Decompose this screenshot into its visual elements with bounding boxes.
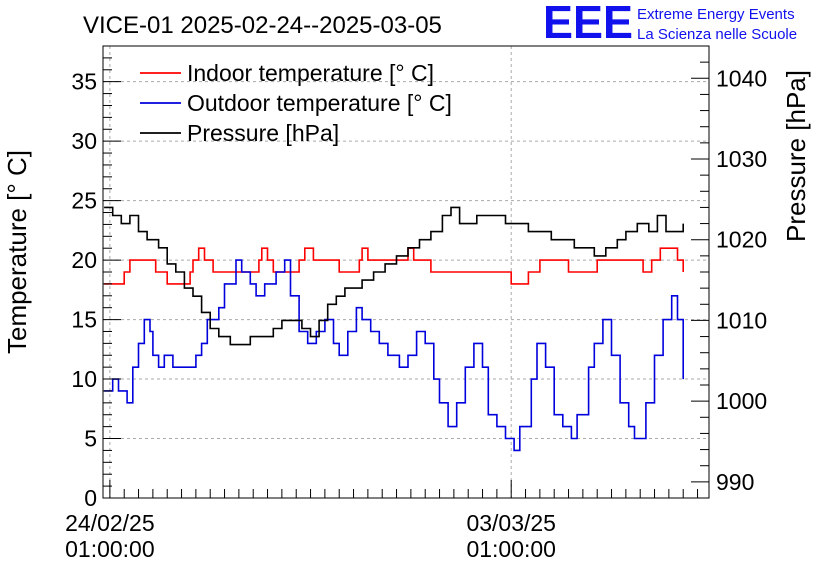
y-axis-label: Temperature [° C] <box>2 150 32 354</box>
axis-layer: 0 5 10 15 20 25 30 35 990 1000 1010 1020 1030 1040 24/… <box>65 45 767 562</box>
y2-tick-label: 1040 <box>716 65 767 91</box>
y-tick-label: 20 <box>71 247 97 273</box>
chart-title: VICE-01 2025-02-24--2025-03-05 <box>83 12 442 39</box>
y-tick-label: 25 <box>71 188 97 214</box>
pressure-line <box>104 206 684 346</box>
series-layer <box>104 206 684 452</box>
x-tick-label-date: 03/03/25 <box>466 510 556 536</box>
legend: Indoor temperature [° C] Outdoor temperat… <box>140 60 452 146</box>
y2-axis-label: Pressure [hPa] <box>781 70 811 242</box>
y2-tick-label: 1010 <box>716 307 767 333</box>
y-tick-label: 10 <box>71 366 97 392</box>
legend-entry-outdoor-label: Outdoor temperature [° C] <box>187 90 452 116</box>
legend-entry-pressure-label: Pressure [hPa] <box>187 120 339 146</box>
y2-tick-label: 990 <box>716 469 754 495</box>
y-tick-label: 35 <box>71 69 97 95</box>
x-tick-label-time: 01:00:00 <box>65 536 155 562</box>
y2-tick-label: 1000 <box>716 388 767 414</box>
eee-logo-text: EEE <box>543 0 633 48</box>
y-tick-label: 15 <box>71 307 97 333</box>
y-tick-label: 0 <box>84 485 97 511</box>
y-tick-label: 5 <box>84 426 97 452</box>
indoor-temperature-line <box>104 247 684 285</box>
outdoor-temperature-line <box>104 259 684 452</box>
x-tick-label-date: 24/02/25 <box>65 510 155 536</box>
y2-tick-label: 1020 <box>716 227 767 253</box>
eee-logo-line2: La Scienza nelle Scuole <box>637 26 797 43</box>
legend-entry-indoor-label: Indoor temperature [° C] <box>187 60 434 86</box>
y2-tick-label: 1030 <box>716 146 767 172</box>
eee-logo-line1: Extreme Energy Events <box>637 6 795 23</box>
x-tick-label-time: 01:00:00 <box>466 536 556 562</box>
y-tick-label: 30 <box>71 128 97 154</box>
eee-logo: EEE Extreme Energy Events La Scienza nel… <box>543 0 797 48</box>
